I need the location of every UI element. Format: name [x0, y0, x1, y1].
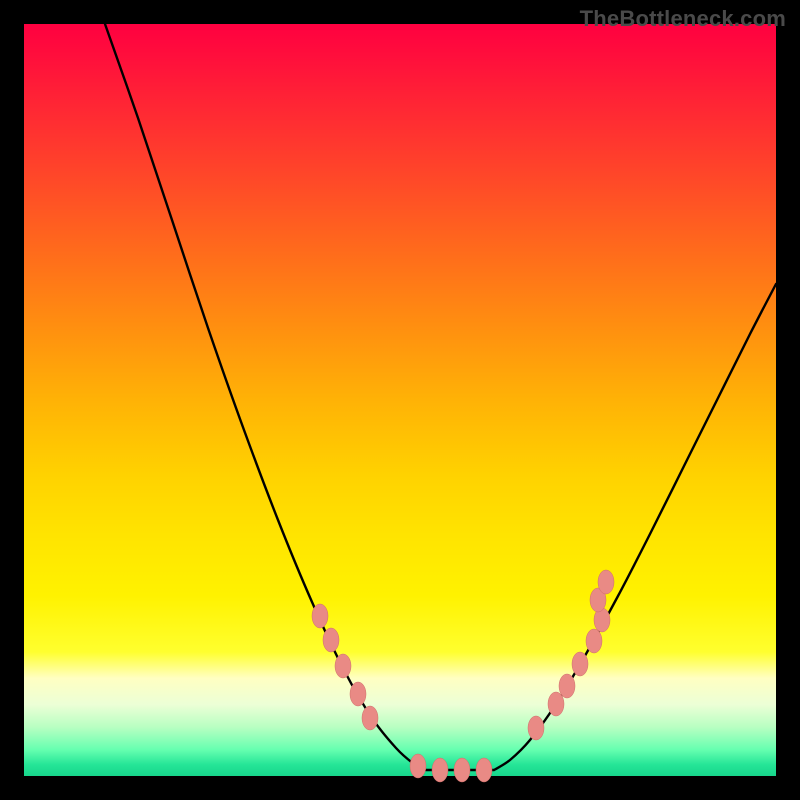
data-marker	[586, 629, 602, 653]
gradient-background	[24, 24, 776, 776]
bottleneck-chart	[0, 0, 800, 800]
data-marker	[528, 716, 544, 740]
data-marker	[548, 692, 564, 716]
data-marker	[572, 652, 588, 676]
data-marker	[476, 758, 492, 782]
data-marker	[410, 754, 426, 778]
data-marker	[312, 604, 328, 628]
data-marker	[350, 682, 366, 706]
data-marker	[559, 674, 575, 698]
data-marker	[335, 654, 351, 678]
data-marker	[454, 758, 470, 782]
chart-stage: TheBottleneck.com	[0, 0, 800, 800]
data-marker	[362, 706, 378, 730]
watermark-text: TheBottleneck.com	[580, 6, 786, 32]
data-marker	[598, 570, 614, 594]
data-marker	[323, 628, 339, 652]
data-marker	[432, 758, 448, 782]
